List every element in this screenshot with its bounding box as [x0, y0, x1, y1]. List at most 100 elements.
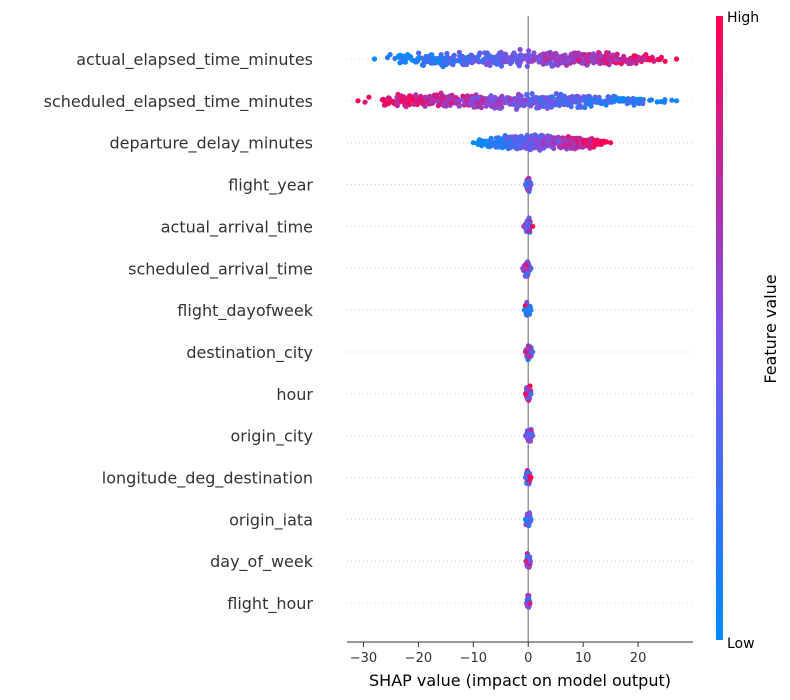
shap-point	[582, 104, 588, 111]
shap-point	[415, 55, 421, 61]
shap-point-extreme	[371, 56, 378, 62]
shap-point	[525, 59, 531, 65]
shap-point	[513, 98, 520, 104]
shap-point	[570, 55, 576, 61]
feature-label: flight_dayofweek	[177, 301, 313, 321]
shap-point	[545, 133, 551, 139]
shap-point	[598, 53, 605, 59]
shap-points	[355, 46, 680, 610]
shap-point	[505, 145, 511, 152]
shap-point	[553, 52, 559, 58]
shap-point	[617, 97, 623, 103]
feature-label: origin_iata	[229, 510, 313, 530]
shap-point	[414, 97, 420, 104]
feature-points	[524, 592, 533, 610]
shap-point-extreme	[528, 182, 534, 188]
shap-point	[577, 102, 583, 108]
shap-point	[499, 93, 505, 99]
shap-point	[394, 99, 400, 105]
shap-point	[549, 136, 555, 142]
feature-points	[522, 343, 536, 363]
shap-point	[585, 142, 591, 148]
shap-point	[471, 56, 477, 62]
shap-point	[496, 140, 502, 146]
shap-point	[573, 135, 580, 141]
shap-point-extreme	[530, 223, 536, 229]
shap-point	[407, 54, 413, 60]
feature-label: day_of_week	[210, 552, 314, 572]
shap-point	[604, 60, 610, 66]
shap-point-extreme	[528, 307, 534, 313]
feature-label: flight_hour	[227, 594, 313, 614]
shap-point	[669, 97, 675, 103]
shap-point	[449, 92, 455, 98]
shap-point	[524, 63, 530, 69]
shap-point	[413, 92, 419, 98]
x-axis: −30 −20 −10 0 10 20	[347, 641, 693, 666]
shap-point	[572, 94, 578, 100]
shap-point	[478, 58, 484, 64]
shap-point-extreme	[527, 600, 533, 606]
shap-point	[362, 99, 368, 105]
shap-point	[585, 94, 591, 100]
shap-point	[531, 57, 537, 63]
shap-point	[630, 95, 636, 102]
feature-label: actual_elapsed_time_minutes	[76, 50, 313, 70]
shap-point	[395, 54, 401, 60]
shap-point	[528, 140, 535, 146]
shap-point	[500, 99, 507, 105]
shap-point-extreme	[522, 349, 529, 355]
feature-label: scheduled_arrival_time	[128, 259, 313, 279]
shap-point	[517, 46, 523, 53]
shap-point	[558, 143, 564, 149]
shap-point	[474, 104, 480, 110]
feature-label: actual_arrival_time	[161, 217, 313, 237]
shap-point	[599, 141, 605, 147]
shap-point	[564, 100, 570, 106]
shap-point	[478, 104, 484, 111]
shap-point	[604, 52, 610, 58]
shap-point-extreme	[528, 391, 534, 397]
shap-point-extreme	[470, 140, 476, 146]
shap-point-extreme	[530, 349, 536, 355]
shap-point	[522, 97, 528, 103]
shap-point	[511, 137, 517, 143]
shap-point	[587, 97, 594, 103]
shap-point	[578, 97, 584, 103]
shap-point	[648, 97, 655, 103]
shap-point	[516, 63, 522, 69]
shap-point-extreme	[530, 433, 536, 439]
shap-point	[563, 138, 569, 144]
shap-point	[460, 93, 466, 99]
x-tick-label: −30	[350, 651, 377, 666]
shap-point	[483, 139, 489, 145]
feature-label: flight_year	[228, 176, 313, 196]
shap-point	[464, 93, 470, 99]
feature-points	[355, 90, 680, 112]
shap-point	[411, 101, 417, 107]
feature-label: destination_city	[186, 343, 313, 363]
shap-point	[431, 92, 437, 98]
shap-point-extreme	[528, 516, 534, 523]
shap-point	[574, 144, 580, 150]
shap-point-extreme	[527, 558, 534, 564]
shap-point	[519, 143, 525, 149]
shap-point	[662, 97, 668, 103]
shap-point	[485, 55, 491, 61]
shap-point	[554, 61, 560, 67]
shap-point	[440, 95, 446, 101]
feature-label: origin_city	[230, 427, 313, 447]
shap-point	[591, 97, 598, 103]
shap-point	[448, 100, 454, 106]
shap-point	[588, 56, 594, 62]
shap-point	[466, 57, 472, 63]
shap-point	[654, 99, 660, 105]
shap-point	[560, 58, 566, 64]
shap-point	[420, 100, 427, 106]
shap-point	[580, 140, 587, 146]
shap-point	[424, 59, 430, 65]
shap-point	[606, 94, 612, 100]
shap-point	[622, 57, 628, 63]
shap-point	[603, 139, 610, 145]
shap-point	[599, 98, 605, 105]
